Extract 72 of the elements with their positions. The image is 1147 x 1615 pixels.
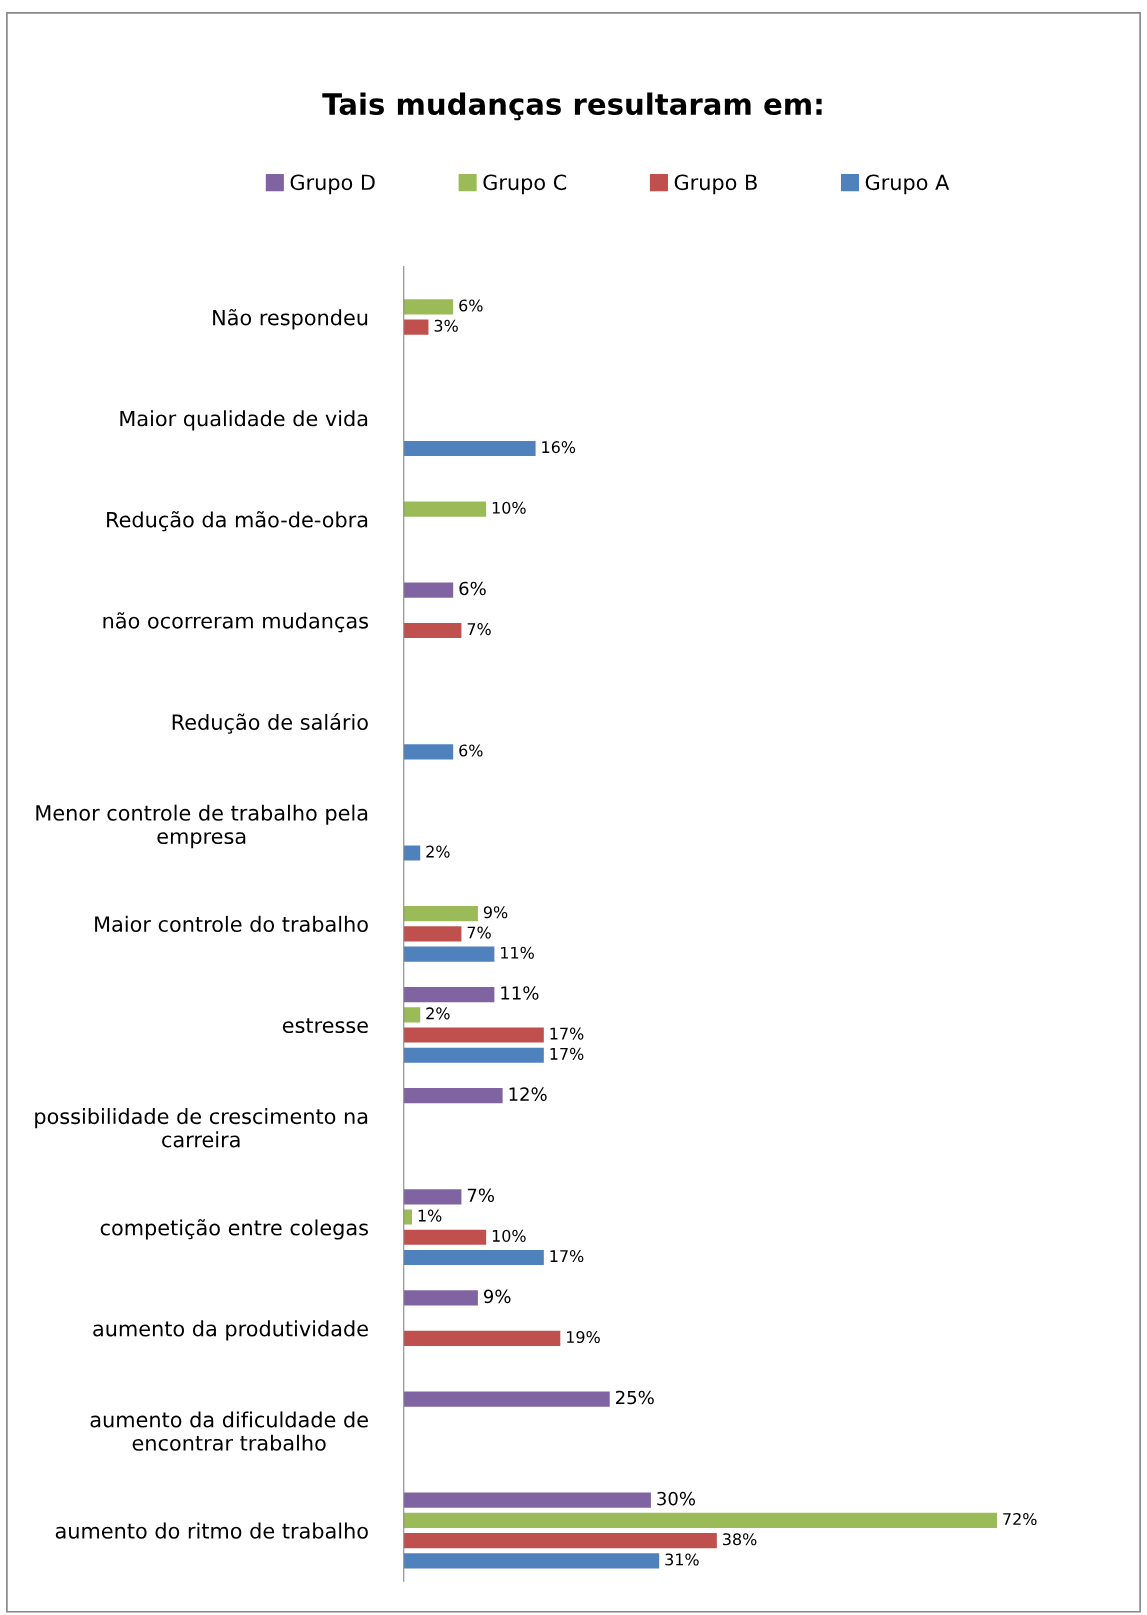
y-tick-label: aumento da dificuldade de encontrar trabalho [90,1411,368,1451]
data-label: 10% [492,1229,526,1242]
y-tick-label: aumento da produtividade [93,1320,368,1341]
bar [403,1209,412,1225]
y-tick-label: Redução de salário [172,713,368,734]
legend-label: Grupo A [865,174,950,195]
data-label: 9% [483,1289,511,1304]
bar [403,926,462,942]
data-label: 7% [467,926,491,939]
y-tick-label: Redução da mão-de-obra [107,511,368,532]
data-label: 2% [426,1007,450,1020]
legend-label: Grupo B [674,174,757,195]
bar [403,1229,487,1245]
data-label: 17% [550,1027,584,1040]
bar [403,1027,544,1043]
data-label: 3% [434,319,458,332]
bar [403,319,429,335]
data-label: 16% [542,441,576,454]
y-tick-label: Não respondeu [213,308,368,330]
y-tick-label: Menor controle de trabalho pela empresa [36,804,368,849]
bar [403,622,462,639]
bar [403,582,454,598]
data-label: 17% [550,1250,584,1263]
y-tick-label: Maior qualidade de vida [120,410,368,431]
y-tick-label: aumento do ritmo de trabalho [55,1522,368,1539]
bar [403,1330,561,1346]
legend-label: Grupo D [290,174,375,195]
bar [403,299,454,315]
bar [403,1189,462,1205]
data-label: 19% [567,1330,600,1344]
bar [403,1047,544,1063]
bar [403,501,487,517]
y-tick-label: competição entre colegas [100,1219,368,1240]
y-tick-label: estresse [282,1018,368,1034]
data-label: 7% [467,1188,495,1203]
data-label: 6% [459,581,486,596]
bar [403,1512,998,1528]
data-label: 30% [657,1491,696,1506]
y-tick-label: possibilidade de crescimento na carreira [35,1108,368,1148]
data-label: 6% [459,744,483,757]
y-tick-label: Maior controle do trabalho [95,915,368,932]
data-label: 38% [723,1533,757,1546]
bar [403,1007,421,1023]
bar [403,1249,544,1266]
bar [403,946,495,962]
bar [403,1492,651,1508]
bar [403,1533,717,1549]
bar [403,440,536,457]
data-label: 17% [550,1047,584,1060]
data-label: 25% [616,1390,654,1405]
data-label: 11% [501,946,534,959]
data-label: 31% [665,1553,699,1566]
data-label: 9% [483,906,508,919]
data-label: 7% [467,623,491,636]
data-label: 6% [459,299,483,312]
bar [403,1088,503,1104]
data-label: 1% [418,1209,442,1222]
bar [403,1391,610,1407]
bar [403,906,478,922]
data-label: 10% [492,501,526,514]
bar [403,986,495,1003]
bar [403,1290,478,1306]
data-label: 2% [426,845,450,858]
data-label: 12% [509,1087,547,1101]
legend-label: Grupo C [483,174,567,195]
bar [403,845,421,861]
chart-title: Tais mudanças resultaram em: [322,92,822,121]
data-label: 11% [501,986,539,1000]
data-label: 72% [1003,1512,1037,1526]
bar [403,744,454,760]
y-tick-label: não ocorreram mudanças [103,612,369,633]
bar [403,1553,660,1569]
